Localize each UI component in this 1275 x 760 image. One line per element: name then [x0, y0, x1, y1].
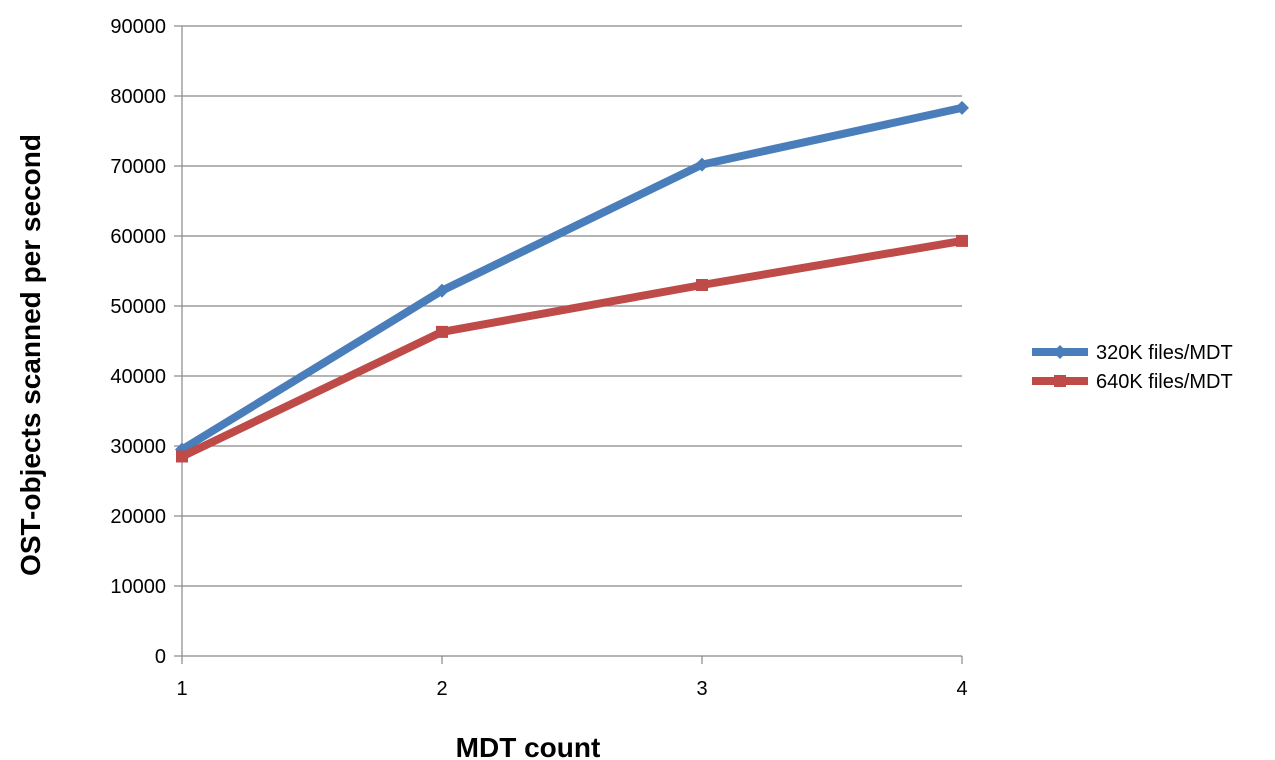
series-2	[176, 234, 968, 463]
data-point	[176, 450, 188, 463]
data-point	[956, 234, 968, 247]
data-point	[695, 157, 709, 172]
legend-label: 640K files/MDT	[1096, 371, 1233, 393]
x-tick-label: 1	[176, 678, 187, 700]
legend: 320K files/MDT 640K files/MDT	[1032, 342, 1233, 393]
legend-item: 320K files/MDT	[1032, 342, 1233, 364]
series-line	[179, 103, 963, 453]
data-point	[696, 279, 708, 291]
y-tick-label: 60000	[110, 226, 166, 248]
y-tick-label: 0	[155, 646, 166, 668]
y-tick-label: 70000	[110, 156, 166, 178]
data-point	[955, 100, 969, 115]
x-tick-label: 4	[956, 678, 967, 700]
series-1	[175, 100, 969, 457]
series-lines	[175, 100, 969, 463]
y-tick-label: 30000	[110, 436, 166, 458]
axes	[174, 25, 963, 664]
y-tick-label: 20000	[110, 506, 166, 528]
y-tick-label: 90000	[110, 16, 166, 38]
y-tick-label: 10000	[110, 576, 166, 598]
series-line	[180, 236, 963, 461]
y-tick-labels: 0 10000 20000 30000 40000 50000 60000 70000 8000…	[110, 16, 166, 668]
legend-marker	[1054, 375, 1066, 387]
x-tick-label: 2	[436, 678, 447, 700]
x-axis-title: MDT count	[456, 732, 601, 760]
legend-item: 640K files/MDT	[1032, 371, 1233, 393]
y-tick-label: 80000	[110, 86, 166, 108]
legend-marker	[1053, 345, 1067, 359]
data-point	[436, 325, 448, 338]
y-tick-label: 40000	[110, 366, 166, 388]
y-axis-title: OST-objects scanned per second	[15, 134, 46, 576]
data-point	[435, 283, 449, 298]
legend-label: 320K files/MDT	[1096, 342, 1233, 364]
x-tick-labels: 1 2 3 4	[176, 678, 967, 700]
y-tick-label: 50000	[110, 296, 166, 318]
x-tick-label: 3	[696, 678, 707, 700]
